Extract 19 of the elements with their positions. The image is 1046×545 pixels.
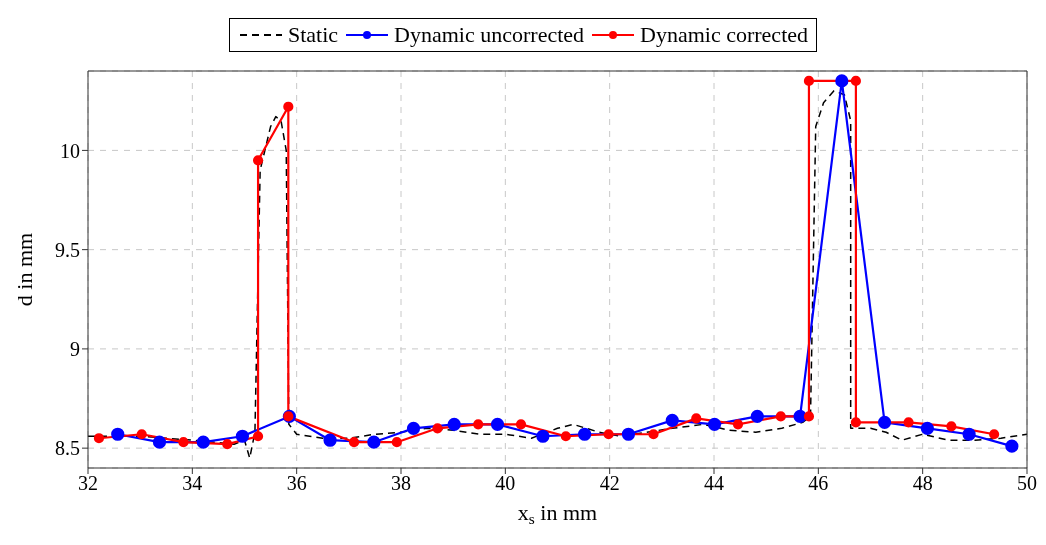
x-tick-label: 34 bbox=[182, 472, 203, 495]
x-tick-label: 44 bbox=[704, 472, 724, 495]
y-tick-label: 9.5 bbox=[55, 238, 80, 261]
legend-label: Static bbox=[286, 22, 339, 48]
y-axis-title: d in mm bbox=[12, 232, 37, 307]
y-tick-label: 9 bbox=[70, 338, 80, 360]
x-axis-title: x$_{s}$ in mm bbox=[517, 500, 598, 527]
x-tick-label: 48 bbox=[912, 472, 933, 495]
legend-label: Dynamic corrected bbox=[639, 22, 809, 48]
legend-label: Dynamic uncorrected bbox=[393, 22, 585, 48]
x-tick-label: 50 bbox=[1017, 472, 1037, 495]
x-tick-label: 36 bbox=[286, 472, 307, 495]
x-tick-label: 42 bbox=[599, 472, 620, 495]
x-tick-label: 32 bbox=[78, 472, 98, 495]
y-tick-label: 10 bbox=[60, 139, 80, 162]
x-tick-label: 46 bbox=[808, 472, 829, 495]
x-tick-label: 38 bbox=[391, 472, 411, 495]
y-tick-label: 8.5 bbox=[55, 437, 80, 460]
x-tick-label: 40 bbox=[495, 472, 516, 495]
